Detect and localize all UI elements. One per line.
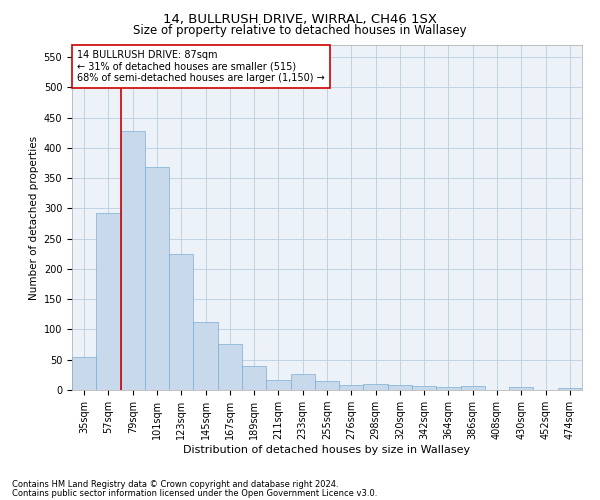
Text: Contains HM Land Registry data © Crown copyright and database right 2024.: Contains HM Land Registry data © Crown c…: [12, 480, 338, 489]
Y-axis label: Number of detached properties: Number of detached properties: [29, 136, 40, 300]
X-axis label: Distribution of detached houses by size in Wallasey: Distribution of detached houses by size …: [184, 445, 470, 455]
Bar: [145, 166, 169, 390]
Text: Size of property relative to detached houses in Wallasey: Size of property relative to detached ho…: [133, 24, 467, 37]
Bar: [412, 386, 436, 390]
Bar: [266, 380, 290, 390]
Text: Contains public sector information licensed under the Open Government Licence v3: Contains public sector information licen…: [12, 488, 377, 498]
Bar: [290, 374, 315, 390]
Bar: [364, 384, 388, 390]
Bar: [218, 344, 242, 390]
Bar: [96, 212, 121, 390]
Bar: [169, 254, 193, 390]
Bar: [436, 387, 461, 390]
Bar: [121, 131, 145, 390]
Text: 14 BULLRUSH DRIVE: 87sqm
← 31% of detached houses are smaller (515)
68% of semi-: 14 BULLRUSH DRIVE: 87sqm ← 31% of detach…: [77, 50, 325, 84]
Bar: [509, 387, 533, 390]
Bar: [339, 384, 364, 390]
Bar: [242, 366, 266, 390]
Bar: [193, 322, 218, 390]
Bar: [558, 388, 582, 390]
Bar: [72, 356, 96, 390]
Bar: [388, 384, 412, 390]
Bar: [461, 386, 485, 390]
Bar: [315, 381, 339, 390]
Text: 14, BULLRUSH DRIVE, WIRRAL, CH46 1SX: 14, BULLRUSH DRIVE, WIRRAL, CH46 1SX: [163, 12, 437, 26]
